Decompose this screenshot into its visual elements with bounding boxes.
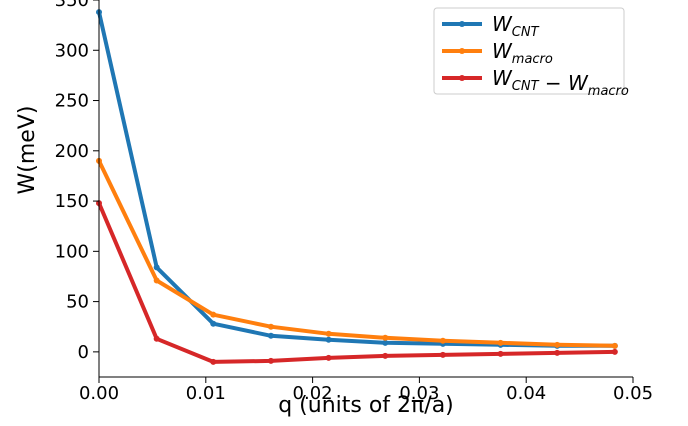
series-1 (96, 157, 618, 349)
y-tick-label: 250 (55, 91, 89, 112)
data-point (611, 348, 618, 355)
data-point (267, 323, 274, 330)
data-point (382, 334, 389, 341)
legend-marker (459, 21, 465, 27)
y-tick-label: 100 (55, 241, 89, 262)
data-point (325, 354, 332, 361)
data-point (554, 349, 561, 356)
legend-entry: WCNT − Wmacro (442, 66, 629, 99)
data-point (325, 336, 332, 343)
data-point (210, 311, 217, 318)
legend-entry: Wmacro (442, 39, 553, 67)
legend-marker (459, 48, 465, 54)
data-point (439, 351, 446, 358)
data-point (611, 342, 618, 349)
data-point (439, 337, 446, 344)
axes-layer (98, 0, 633, 378)
data-point (554, 341, 561, 348)
series-line (97, 158, 617, 348)
x-tick-label: 0.02 (293, 383, 333, 404)
legend-label: WCNT − Wmacro (492, 66, 629, 99)
x-tick-label: 0.01 (186, 383, 226, 404)
series-layer (96, 9, 618, 365)
legend-frame (433, 7, 625, 95)
data-point (382, 339, 389, 346)
data-point (267, 357, 274, 364)
data-point (497, 350, 504, 357)
legend-marker (459, 75, 465, 81)
x-tick-label: 0.05 (613, 383, 653, 404)
data-point (153, 264, 160, 271)
legend-label: WCNT (492, 12, 540, 40)
y-tick-label: 50 (66, 292, 89, 313)
y-tick-label: 300 (55, 40, 89, 61)
y-tick-label: 350 (55, 0, 89, 11)
y-axis-title: W(meV) (15, 106, 40, 195)
x-tick-label: 0.03 (399, 383, 439, 404)
series-line (97, 201, 617, 364)
data-point (153, 277, 160, 284)
ticks-layer: 0.00 0.01 0.02 0.03 0.04 0.05 0 50 100 150 200 250 3… (55, 0, 653, 404)
data-point (325, 330, 332, 337)
x-axis-title: q (units of 2π/a) (278, 393, 454, 418)
x-tick-label: 0.00 (79, 383, 119, 404)
data-point (382, 352, 389, 359)
data-point (210, 320, 217, 327)
legend-label: Wmacro (492, 39, 553, 67)
data-point (497, 339, 504, 346)
y-tick-label: 150 (55, 191, 89, 212)
x-tick-label: 0.04 (506, 383, 546, 404)
series-2 (96, 200, 618, 365)
y-tick-label: 0 (78, 342, 89, 363)
data-point (153, 335, 160, 342)
y-tick-label: 200 (55, 141, 89, 162)
data-point (210, 358, 217, 365)
data-point (267, 332, 274, 339)
legend-entry: WCNT (442, 12, 540, 40)
